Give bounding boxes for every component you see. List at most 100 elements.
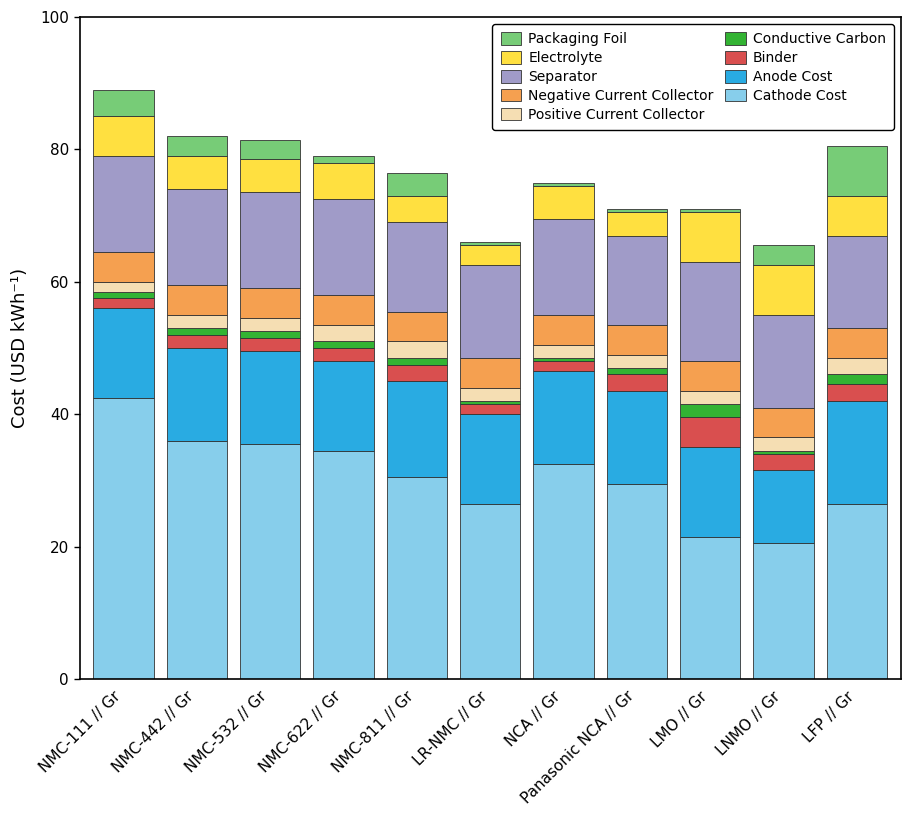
Bar xyxy=(826,328,886,358)
Bar xyxy=(167,315,227,328)
Bar xyxy=(606,483,666,679)
Bar xyxy=(460,504,519,679)
Bar xyxy=(533,344,593,358)
Bar xyxy=(460,358,519,388)
Bar xyxy=(93,398,153,679)
Bar xyxy=(752,470,813,543)
Bar xyxy=(826,196,886,236)
Bar xyxy=(240,444,300,679)
Bar xyxy=(460,414,519,504)
Bar xyxy=(386,222,446,312)
Bar xyxy=(533,362,593,371)
Bar xyxy=(167,137,227,156)
Bar xyxy=(606,213,666,236)
Bar xyxy=(680,209,740,213)
Bar xyxy=(752,454,813,470)
Bar xyxy=(313,163,374,199)
Bar xyxy=(240,289,300,318)
Bar xyxy=(533,464,593,679)
Bar xyxy=(752,543,813,679)
Bar xyxy=(533,219,593,315)
Bar xyxy=(533,358,593,362)
Bar xyxy=(680,404,740,417)
Bar xyxy=(167,189,227,285)
Bar xyxy=(386,173,446,196)
Bar xyxy=(680,362,740,391)
Bar xyxy=(93,252,153,282)
Bar xyxy=(167,285,227,315)
Bar xyxy=(386,365,446,381)
Bar xyxy=(752,265,813,315)
Bar xyxy=(240,331,300,338)
Bar xyxy=(680,537,740,679)
Bar xyxy=(680,262,740,362)
Bar xyxy=(752,407,813,438)
Bar xyxy=(460,401,519,404)
Bar xyxy=(93,308,153,398)
Bar xyxy=(386,312,446,341)
Bar xyxy=(606,355,666,368)
Bar xyxy=(606,391,666,483)
Bar xyxy=(313,341,374,348)
Bar xyxy=(313,348,374,362)
Bar xyxy=(240,351,300,444)
Bar xyxy=(826,384,886,401)
Bar xyxy=(93,156,153,252)
Bar xyxy=(240,338,300,351)
Bar xyxy=(93,90,153,116)
Bar xyxy=(167,335,227,348)
Bar xyxy=(313,295,374,325)
Bar xyxy=(752,315,813,407)
Bar xyxy=(680,391,740,404)
Bar xyxy=(533,315,593,344)
Bar xyxy=(533,186,593,219)
Bar xyxy=(386,381,446,477)
Bar xyxy=(460,404,519,414)
Bar xyxy=(606,236,666,325)
Bar xyxy=(167,156,227,189)
Bar xyxy=(240,318,300,331)
Bar xyxy=(93,282,153,292)
Bar xyxy=(313,325,374,341)
Bar xyxy=(606,375,666,391)
Bar xyxy=(826,401,886,504)
Bar xyxy=(680,417,740,447)
Bar xyxy=(460,245,519,265)
Bar xyxy=(93,292,153,299)
Bar xyxy=(460,265,519,358)
Bar xyxy=(826,236,886,328)
Bar xyxy=(386,477,446,679)
Bar xyxy=(606,325,666,355)
Bar xyxy=(826,358,886,375)
Bar xyxy=(167,328,227,335)
Legend: Packaging Foil, Electrolyte, Separator, Negative Current Collector, Positive Cur: Packaging Foil, Electrolyte, Separator, … xyxy=(492,24,893,130)
Bar xyxy=(240,160,300,192)
Y-axis label: Cost (USD kWh⁻¹): Cost (USD kWh⁻¹) xyxy=(11,268,29,428)
Bar xyxy=(313,451,374,679)
Bar xyxy=(313,199,374,295)
Bar xyxy=(680,213,740,262)
Bar xyxy=(386,196,446,222)
Bar xyxy=(533,182,593,186)
Bar xyxy=(533,371,593,464)
Bar xyxy=(460,388,519,401)
Bar xyxy=(240,140,300,160)
Bar xyxy=(752,438,813,451)
Bar xyxy=(386,358,446,365)
Bar xyxy=(93,116,153,156)
Bar xyxy=(93,299,153,308)
Bar xyxy=(606,209,666,213)
Bar xyxy=(167,348,227,441)
Bar xyxy=(606,368,666,375)
Bar xyxy=(826,504,886,679)
Bar xyxy=(826,375,886,384)
Bar xyxy=(313,156,374,163)
Bar xyxy=(240,192,300,289)
Bar xyxy=(752,451,813,454)
Bar xyxy=(752,245,813,265)
Bar xyxy=(680,447,740,537)
Bar xyxy=(386,341,446,358)
Bar xyxy=(313,362,374,451)
Bar xyxy=(826,146,886,196)
Bar xyxy=(167,441,227,679)
